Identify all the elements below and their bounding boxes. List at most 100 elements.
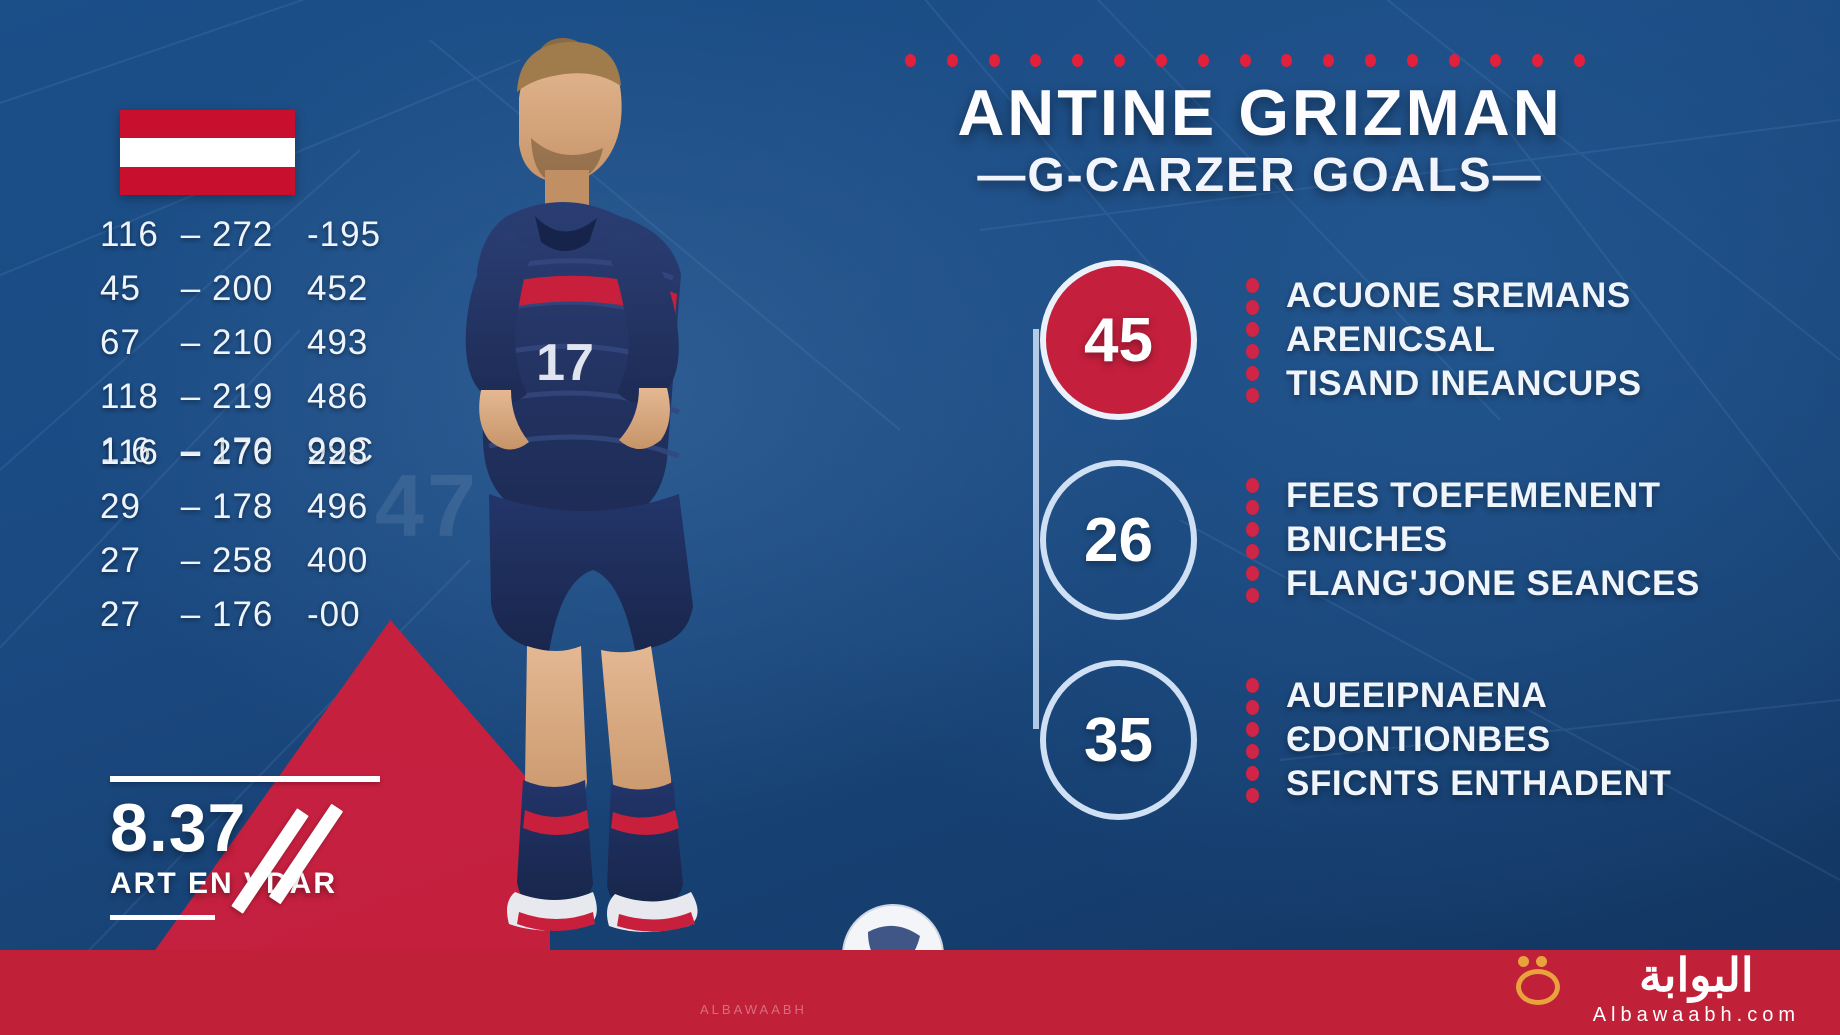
dot (1448, 53, 1460, 67)
stat-col-2: 210 (212, 323, 274, 362)
stat-row: 118 – 219 486 (100, 377, 430, 417)
stat-col-1: 27 (100, 541, 141, 580)
stat-row: 27 – 258 400 (100, 535, 430, 583)
dot (1155, 53, 1167, 67)
center-watermark: ALBAWAABH (700, 1002, 807, 1017)
left-stats-group-2: 116 – 276 228 29 – 178 496 27 – 258 400 … (100, 433, 430, 649)
dot (1323, 53, 1335, 67)
stat-dash: – (180, 595, 202, 634)
stat-line: FEES TOEFEMENENT (1286, 475, 1661, 515)
stat-dash: – (180, 431, 202, 470)
stat-block[interactable]: 35 AUEEIPNAENA ЄDONTIONBES SFICNTS ENTHA… (1040, 655, 1780, 825)
header-dot-row (905, 52, 1585, 68)
stat-row: 67 – 210 493 (100, 323, 430, 363)
bullet-dot (1245, 343, 1259, 359)
stat-dash: – (180, 215, 202, 254)
stat-col-1: 67 (100, 323, 141, 362)
stat-line: ARENICSAL (1286, 319, 1496, 359)
bullet-dot (1245, 699, 1259, 715)
stat-col-1: 116 (100, 215, 159, 254)
dot (1114, 53, 1126, 67)
bullet-column (1232, 477, 1272, 603)
stat-block[interactable]: 45 ACUONE SREMANS ARENICSAL TISAND INEAN… (1040, 255, 1780, 425)
stat-col-3: 493 (307, 323, 369, 362)
stat-col-3: 228 (307, 433, 369, 472)
stat-col-3: 496 (307, 487, 369, 526)
stat-line: FLANG'JONE SEANCES (1286, 564, 1700, 604)
stat-col-1: 27 (100, 595, 141, 634)
brand-logo-icon (1516, 956, 1560, 1005)
bullet-dot (1245, 521, 1259, 537)
stat-col-2: 200 (212, 269, 274, 308)
dot (905, 53, 916, 67)
bullet-dot (1245, 677, 1259, 693)
stat-dash: – (180, 541, 202, 580)
stat-row: 116 – 272 -195 (100, 215, 430, 255)
left-stats-group-1: 116 – 272 -195 45 – 200 452 67 – 210 493… (100, 215, 430, 485)
brand-name-arabic: البوابة (1639, 949, 1754, 1001)
stat-col-3: 400 (307, 541, 369, 580)
dot (1030, 53, 1042, 67)
dot (1072, 53, 1084, 67)
stat-col-3: -00 (307, 595, 361, 634)
bullet-dot (1245, 565, 1259, 581)
stat-line: AUEEIPNAENA (1286, 675, 1548, 715)
stat-row: 45 – 200 452 (100, 269, 430, 309)
stat-block-lines: AUEEIPNAENA ЄDONTIONBES SFICNTS ENTHADEN… (1286, 674, 1780, 806)
stat-col-3: 486 (307, 377, 369, 416)
bullet-dot (1245, 387, 1259, 403)
stat-col-2-highlighted: 258 (202, 535, 307, 583)
block-connector-line (1033, 329, 1039, 729)
stat-row: 27 – 176 -00 (100, 595, 430, 635)
bullet-dot (1245, 277, 1259, 293)
stat-dash: – (180, 323, 202, 362)
bullet-column (1232, 277, 1272, 403)
page-title: ANTINE GRIZMAN (957, 76, 1563, 149)
bullet-dot (1245, 299, 1259, 315)
dot (1239, 53, 1251, 67)
stat-row: 116 – 276 228 (100, 433, 430, 473)
stat-col-1: 1.6 (100, 431, 152, 470)
stat-line: ЄDONTIONBES (1286, 719, 1551, 759)
dot (1406, 53, 1418, 67)
stat-line: SFICNTS ENTHADENT (1286, 764, 1672, 804)
dot (946, 53, 958, 67)
stat-col-3: 452 (307, 269, 369, 308)
stat-circle-value: 45 (1040, 260, 1197, 420)
stat-col-1: 45 (100, 269, 141, 308)
stat-row: 29 – 178 496 (100, 487, 430, 527)
stat-line: TISAND INEANCUPS (1286, 364, 1642, 404)
stat-col-2: 276 (212, 433, 274, 472)
dot (1574, 53, 1585, 67)
bullet-column (1232, 677, 1272, 803)
rating-block: 8.37 ART EN VDAR (110, 776, 440, 920)
bullet-dot (1245, 321, 1259, 337)
stat-circle-value: 26 (1040, 460, 1197, 620)
bullet-dot (1245, 587, 1259, 603)
flag-icon (120, 110, 295, 195)
stat-col-2: 176 (212, 595, 274, 634)
ghost-number: 47 (375, 456, 479, 555)
stat-col-3: 99C (307, 431, 375, 470)
stat-dash: – (180, 377, 202, 416)
stat-dash: – (180, 433, 202, 472)
brand-name-latin: Albawaabh.com (1592, 1004, 1800, 1026)
bottom-red-bar (0, 950, 1840, 1035)
rating-value: 8.37 (110, 790, 247, 867)
stat-blocks: 45 ACUONE SREMANS ARENICSAL TISAND INEAN… (1033, 255, 1780, 855)
stat-block[interactable]: 26 FEES TOEFEMENENT BNICHES FLANG'JONE S… (1040, 455, 1780, 625)
svg-text:17: 17 (536, 334, 594, 392)
dot (1532, 53, 1544, 67)
bullet-dot (1245, 543, 1259, 559)
stat-dash: – (180, 487, 202, 526)
stat-row: 1.6 – 170 99C (100, 431, 430, 471)
dot (1364, 53, 1376, 67)
dot (1281, 53, 1293, 67)
stat-line: ACUONE SREMANS (1286, 275, 1631, 315)
page-subtitle: —G-CARZER GOALS— (977, 149, 1543, 202)
stat-circle-value: 35 (1040, 660, 1197, 820)
bullet-dot (1245, 743, 1259, 759)
rating-top-rule (110, 776, 380, 783)
bullet-dot (1245, 499, 1259, 515)
